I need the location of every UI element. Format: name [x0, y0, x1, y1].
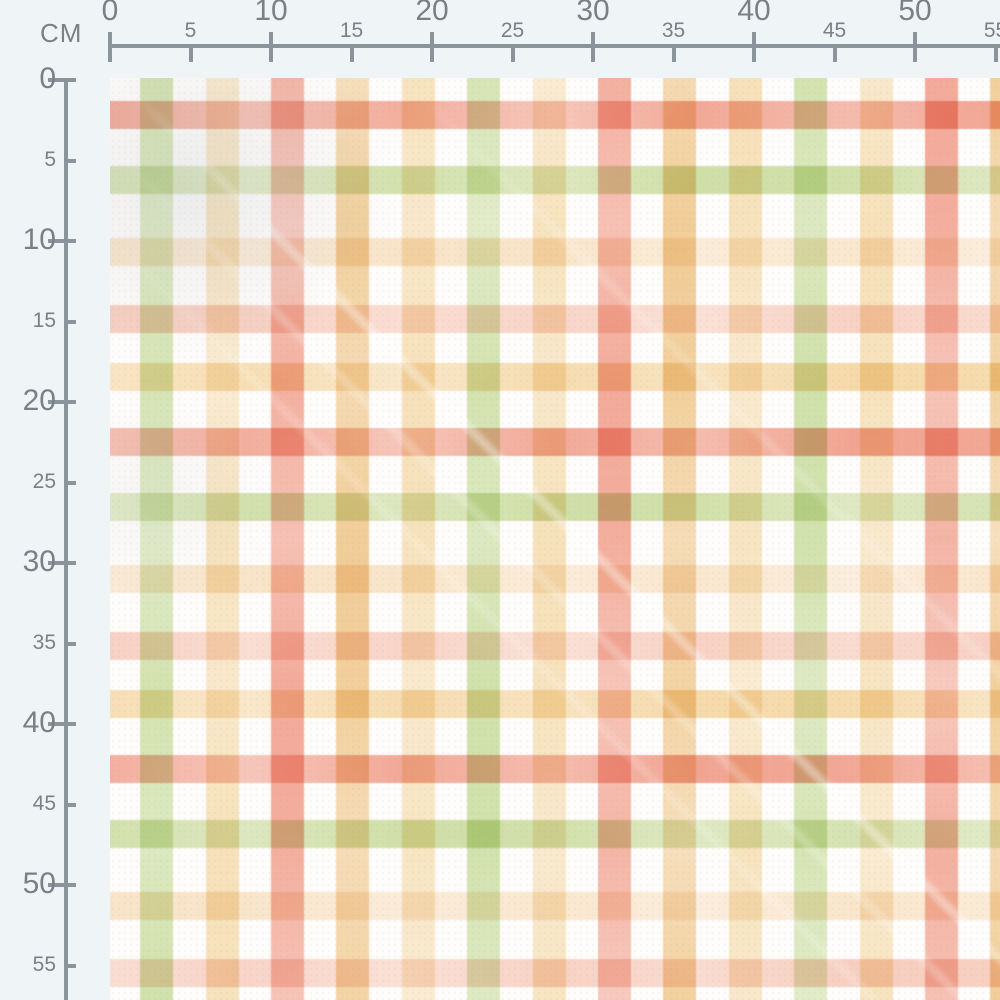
top-ruler-tick-label: 25 [500, 19, 525, 42]
top-ruler-tick-label: 45 [822, 19, 847, 42]
left-ruler-tick [48, 78, 76, 82]
left-ruler-tick-label: 55 [32, 952, 56, 976]
top-ruler-tick-label: 5 [184, 19, 197, 42]
top-ruler-tick [188, 44, 193, 62]
left-ruler-tick-label: 25 [32, 469, 56, 493]
top-ruler-tick [913, 32, 917, 62]
left-ruler-tick [64, 802, 76, 807]
plaid-stripe-vertical-orange [990, 78, 1000, 1000]
left-ruler-tick [64, 319, 76, 324]
plaid-stripe-horizontal-green [110, 820, 1000, 848]
top-ruler-tick [591, 32, 595, 62]
left-ruler-tick [64, 963, 76, 968]
fabric-weave-texture [110, 78, 1000, 1000]
left-ruler-tick-label: 5 [44, 147, 56, 171]
top-ruler-tick-label: 35 [661, 19, 686, 42]
top-ruler-tick [430, 32, 434, 62]
left-ruler-tick-label: 10 [22, 223, 56, 256]
top-ruler-tick-label: 15 [339, 19, 364, 42]
top-ruler-tick-label: 40 [737, 0, 771, 27]
plaid-stripe-horizontal-salmon [110, 101, 1000, 129]
left-ruler-tick-label: 0 [39, 62, 56, 95]
fabric-preview [110, 78, 1000, 1000]
left-ruler-tick [48, 722, 76, 726]
plaid-stripe-horizontal-tan_gold [110, 690, 1000, 718]
plaid-stripe-horizontal-peach [110, 238, 1000, 266]
left-ruler-tick [48, 239, 76, 243]
left-ruler-tick [48, 400, 76, 404]
top-ruler-tick [993, 44, 998, 62]
left-ruler-tick-label: 20 [22, 384, 56, 417]
left-ruler-tick [48, 883, 76, 887]
top-ruler-tick-label: 55 [983, 19, 1000, 42]
top-ruler-tick-label: 0 [101, 0, 119, 27]
plaid-stripe-horizontal-salmon [110, 755, 1000, 783]
plaid-stripe-horizontal-peach [110, 892, 1000, 920]
plaid-stripe-horizontal-salmon [110, 428, 1000, 456]
left-ruler-tick [48, 561, 76, 565]
left-ruler-tick-label: 40 [22, 706, 56, 739]
left-ruler-line [64, 78, 68, 1000]
left-ruler-tick-label: 45 [32, 791, 56, 815]
left-ruler-tick-label: 35 [32, 630, 56, 654]
left-ruler-tick [64, 480, 76, 485]
left-ruler-tick-label: 15 [32, 308, 56, 332]
ruler-unit-label: CM [40, 18, 83, 48]
top-ruler-tick-label: 20 [415, 0, 449, 27]
left-ruler-tick-label: 30 [22, 545, 56, 578]
top-ruler-tick-label: 10 [254, 0, 288, 27]
top-ruler-tick [349, 44, 354, 62]
left-ruler-tick [64, 158, 76, 163]
top-ruler-tick-label: 50 [898, 0, 932, 27]
top-ruler-tick [832, 44, 837, 62]
top-ruler-line [108, 44, 1000, 48]
fabric-corner-haze [110, 78, 1000, 1000]
plaid-stripe-horizontal-pink [110, 959, 1000, 987]
plaid-stripe-horizontal-peach [110, 565, 1000, 593]
plaid-horizontal-stripes [110, 78, 1000, 1000]
plaid-stripe-horizontal-green [110, 166, 1000, 194]
top-ruler-tick-label: 30 [576, 0, 610, 27]
left-ruler-tick [64, 641, 76, 646]
top-ruler-tick [269, 32, 273, 62]
top-ruler-tick [752, 32, 756, 62]
plaid-stripe-horizontal-green [110, 493, 1000, 521]
plaid-stripe-horizontal-pink [110, 632, 1000, 660]
top-ruler-tick [671, 44, 676, 62]
plaid-stripe-horizontal-tan_gold [110, 363, 1000, 391]
left-ruler-tick-label: 50 [22, 867, 56, 900]
top-ruler-tick [510, 44, 515, 62]
plaid-stripe-horizontal-pink [110, 305, 1000, 333]
top-ruler-tick [108, 32, 112, 62]
